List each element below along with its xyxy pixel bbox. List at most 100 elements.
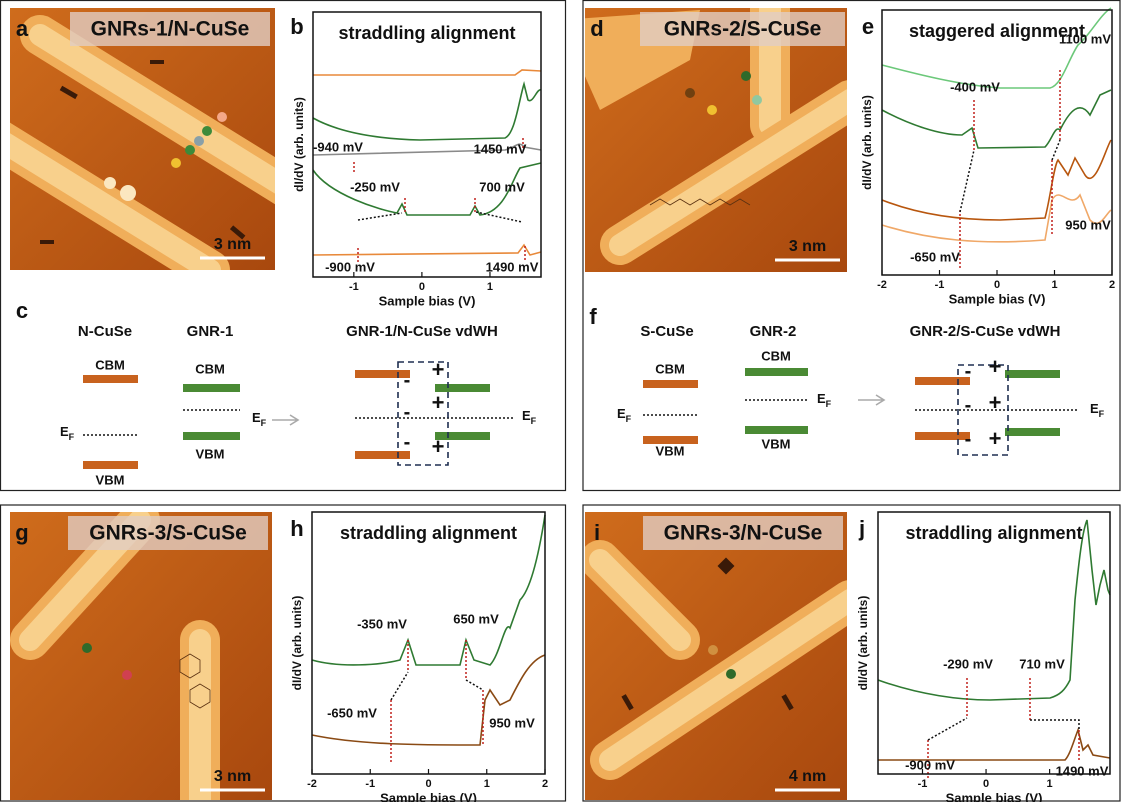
y-axis-label: dI/dV (arb. units): [856, 596, 870, 691]
panel-letter: d: [590, 16, 603, 41]
panel-letter: h: [290, 516, 303, 541]
spectra-j: [878, 520, 1110, 778]
annotation: 1490 mV: [1056, 763, 1109, 778]
plot-frame: [878, 512, 1110, 774]
fermi-sub: F: [626, 414, 632, 424]
panel-letter: f: [589, 304, 597, 329]
panel-letter: i: [594, 520, 600, 545]
annotation: 650 mV: [453, 611, 499, 626]
fermi-label: EF: [60, 424, 75, 442]
image-title: GNRs-1/N-CuSe: [91, 18, 250, 41]
x-tick-label: 1: [1047, 778, 1053, 790]
fermi-base: E: [617, 406, 626, 421]
band-label: CBM: [195, 361, 225, 376]
fermi-base: E: [817, 391, 826, 406]
x-tick-label: -1: [935, 279, 945, 291]
x-axis-label: Sample bias (V): [949, 291, 1046, 306]
figure: aGNRs-1/N-CuSe3 nmdGNRs-2/S-CuSe3 nmgGNR…: [0, 0, 1121, 802]
annotation: -650 mV: [327, 705, 377, 720]
spectra-b: [313, 70, 541, 262]
stm-image: [0, 8, 290, 270]
fermi-sub: F: [69, 432, 75, 442]
x-tick-label: 0: [419, 281, 425, 293]
fermi-sub: F: [261, 418, 267, 428]
x-tick-label: 0: [994, 279, 1000, 291]
x-tick-label: 1: [484, 778, 490, 790]
y-axis-label: dI/dV (arb. units): [860, 95, 874, 190]
annotation: 1450 mV: [474, 141, 527, 156]
x-tick-label: -1: [365, 778, 375, 790]
annotation: -400 mV: [950, 79, 1000, 94]
charge-sign: +: [989, 390, 1002, 415]
x-axis-label: Sample bias (V): [380, 790, 477, 802]
image-title: GNRs-3/S-CuSe: [89, 522, 247, 545]
charge-sign: -: [404, 401, 411, 423]
charge-sign: -: [404, 369, 411, 391]
annotation: 1100 mV: [1059, 31, 1111, 46]
x-tick-label: -2: [877, 279, 887, 291]
y-axis-label: dI/dV (arb. units): [290, 596, 304, 691]
x-tick-label: -2: [307, 778, 317, 790]
column-header: N-CuSe: [78, 323, 132, 340]
annotation: 700 mV: [479, 179, 525, 194]
x-tick-label: 1: [487, 281, 493, 293]
panel-letter: g: [15, 520, 28, 545]
annotation: -650 mV: [910, 249, 960, 264]
annotation: -290 mV: [943, 656, 993, 671]
scale-bar-label: 3 nm: [214, 236, 251, 253]
panel-letter: e: [862, 14, 874, 39]
diagram-c: [83, 362, 515, 469]
charge-sign: -: [965, 394, 972, 416]
x-axis-label: Sample bias (V): [946, 790, 1043, 802]
annotation: -900 mV: [325, 259, 375, 274]
image-title: GNRs-3/N-CuSe: [664, 522, 823, 545]
plot-frame: [882, 10, 1112, 275]
annotation: 950 mV: [489, 715, 535, 730]
scale-bar-label: 3 nm: [789, 238, 826, 255]
charge-sign: -: [965, 360, 972, 382]
charge-sign: -: [965, 428, 972, 450]
charge-sign: -: [404, 431, 411, 453]
y-axis-label: dI/dV (arb. units): [292, 97, 306, 192]
fermi-label: EF: [522, 408, 537, 426]
fermi-sub: F: [826, 399, 832, 409]
column-header: GNR-1: [187, 323, 234, 340]
fermi-label: EF: [617, 406, 632, 424]
fermi-label: EF: [817, 391, 832, 409]
fermi-label: EF: [1090, 401, 1105, 419]
x-tick-label: -1: [918, 778, 928, 790]
x-tick-label: 2: [542, 778, 548, 790]
annotation: 1490 mV: [486, 259, 539, 274]
charge-sign: +: [432, 434, 445, 459]
x-tick-label: -1: [349, 281, 359, 293]
column-header: S-CuSe: [640, 323, 693, 340]
stm-image: [585, 512, 850, 800]
column-header: GNR-2: [750, 323, 797, 340]
band-label: CBM: [95, 357, 125, 372]
panel-letter: a: [16, 16, 29, 41]
annotation: -350 mV: [357, 616, 407, 631]
charge-sign: +: [432, 390, 445, 415]
annotation: 950 mV: [1065, 217, 1111, 232]
annotation: -940 mV: [313, 139, 363, 154]
diagram-f: [643, 365, 1078, 455]
charge-sign: +: [989, 354, 1002, 379]
fermi-base: E: [60, 424, 69, 439]
fermi-sub: F: [531, 416, 537, 426]
chart-title: straddling alignment: [905, 523, 1082, 543]
fermi-label: EF: [252, 410, 267, 428]
annotation: -250 mV: [350, 179, 400, 194]
charge-sign: +: [989, 426, 1002, 451]
band-label: CBM: [655, 361, 685, 376]
panel-letter: b: [290, 14, 303, 39]
fermi-sub: F: [1099, 409, 1105, 419]
band-label: CBM: [761, 348, 791, 363]
annotation: -900 mV: [905, 757, 955, 772]
scale-bar-label: 4 nm: [789, 768, 826, 785]
x-tick-label: 2: [1109, 279, 1115, 291]
plot-frame: [312, 512, 545, 774]
column-header: GNR-1/N-CuSe vdWH: [346, 323, 498, 340]
band-label: VBM: [196, 446, 225, 461]
x-axis-label: Sample bias (V): [379, 293, 476, 308]
band-label: VBM: [656, 443, 685, 458]
